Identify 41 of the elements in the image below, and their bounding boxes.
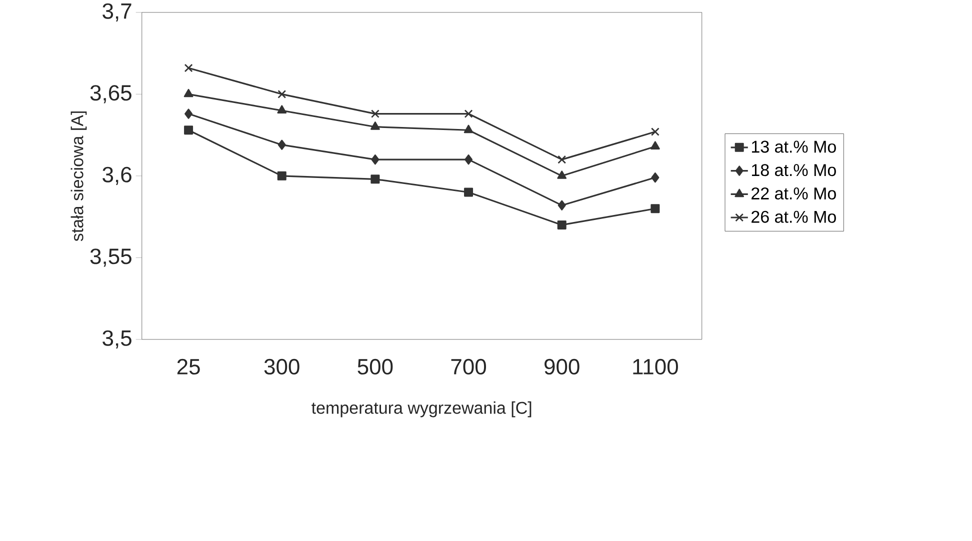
point [370,122,380,130]
x-tick-label: 900 [544,359,580,375]
x-tick-label: 25 [177,359,200,375]
point [651,172,660,183]
x-tick-label: 300 [264,359,300,375]
point [464,154,473,165]
point [464,125,474,134]
y-tick-label: 3,7 [102,4,132,22]
point [370,110,380,118]
point [277,105,287,114]
x-axis-title: temperatura wygrzewania [C] [312,402,532,418]
y-tick-label: 3,55 [90,248,132,267]
point [277,172,286,181]
x-tick-label: 700 [451,359,486,375]
point [278,90,286,99]
point [650,204,660,214]
y-tick-label: 3,5 [102,330,132,349]
point [371,154,380,165]
point [184,64,193,72]
point [184,89,194,98]
point [464,110,473,118]
legend-label: 22 at.% Mo [752,188,836,200]
point [558,200,566,211]
point [370,174,380,184]
x-tick-label: 500 [358,359,393,375]
legend-label: 26 at.% Mo [752,211,836,224]
point [650,141,660,150]
point [558,156,566,164]
point [278,140,286,150]
y-axis-title: stała sieciowa [A] [70,112,87,242]
point [557,170,567,180]
point [557,220,566,230]
point [464,188,474,197]
x-tick-label: 1100 [633,359,678,375]
point [650,128,660,136]
point [184,108,193,120]
y-tick-label: 3,65 [90,85,132,104]
legend-label: 13 at.% Mo [752,140,836,153]
legend-label: 18 at.% Mo [752,164,836,176]
y-tick-label: 3,6 [102,167,132,186]
point [184,126,194,135]
